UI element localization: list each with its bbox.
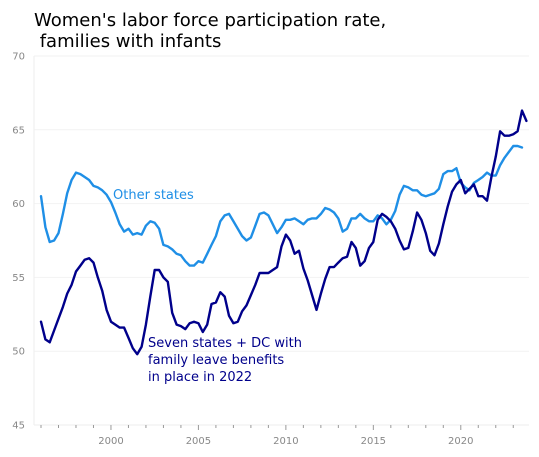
x-tick-label: 2000	[98, 436, 123, 447]
y-tick-label: 45	[12, 421, 25, 432]
series-label-other-states: Other states	[113, 188, 194, 203]
series-label-family-leave-line-1: Seven states + DC with	[148, 336, 302, 351]
series-label-family-leave-line-3: in place in 2022	[148, 370, 252, 385]
y-tick-label: 70	[12, 52, 25, 63]
x-tick-label: 2020	[448, 436, 473, 447]
gridlines	[34, 55, 529, 426]
series-label-family-leave-line-2: family leave benefits	[148, 353, 284, 368]
x-tick-label: 2010	[273, 436, 298, 447]
series-lines	[39, 109, 528, 356]
chart-title-line-1: Women's labor force participation rate,	[34, 10, 386, 31]
x-tick-label: 2015	[361, 436, 386, 447]
y-tick-label: 65	[12, 125, 25, 136]
series-line-family-leave-states	[39, 109, 528, 356]
y-tick-label: 60	[12, 199, 25, 210]
series-line-other-states	[39, 144, 524, 267]
y-axis-ticks: 45 50 55 60 65 70	[12, 52, 25, 432]
x-axis-ticks: 2000 2005 2010 2015 2020	[40, 425, 514, 447]
x-tick-label: 2005	[186, 436, 211, 447]
chart-title-line-2: families with infants	[34, 31, 221, 52]
axes	[33, 56, 529, 426]
y-tick-label: 50	[12, 347, 25, 358]
y-tick-label: 55	[12, 273, 25, 284]
